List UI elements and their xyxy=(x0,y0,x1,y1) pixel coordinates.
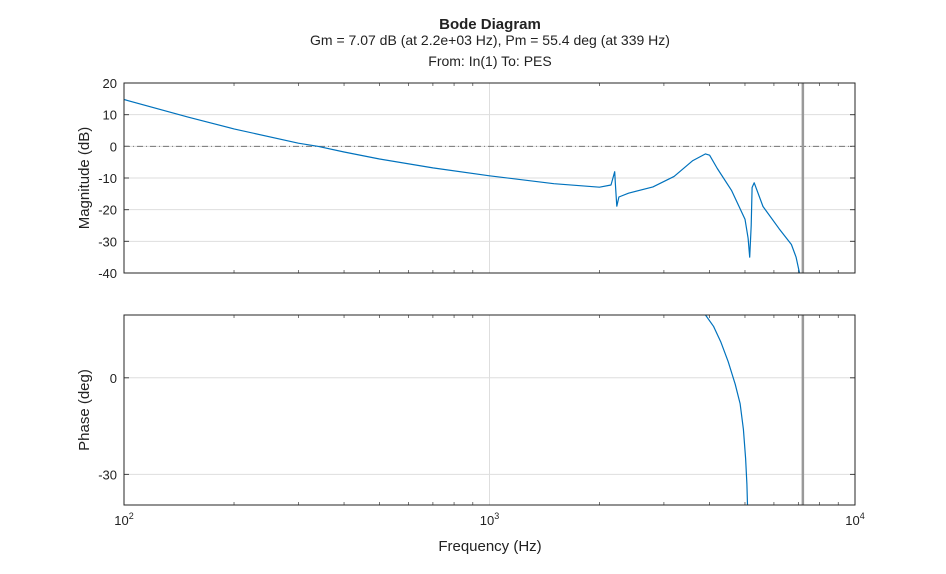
phase-series-line xyxy=(705,315,749,505)
y-tick-label: 10 xyxy=(103,108,117,123)
x-tick-label: 102 xyxy=(114,511,133,528)
magnitude-panel: 20 10 0 -10 -20 -30 -40 xyxy=(98,76,856,281)
y-tick-label: -30 xyxy=(98,234,117,249)
y-tick-label: -30 xyxy=(98,467,117,482)
magnitude-axes-box xyxy=(123,82,856,274)
phase-axes-box xyxy=(123,314,856,506)
phase-panel: 0 -30 xyxy=(98,314,856,506)
x-tick-label: 104 xyxy=(845,511,864,528)
y-tick-label: 0 xyxy=(110,139,117,154)
chart-title: Bode Diagram xyxy=(439,16,541,33)
x-tick-label: 103 xyxy=(480,511,499,528)
x-axis-label: Frequency (Hz) xyxy=(438,538,541,555)
io-label: From: In(1) To: PES xyxy=(428,53,551,69)
y-tick-label: -10 xyxy=(98,171,117,186)
magnitude-axis-label: Magnitude (dB) xyxy=(76,127,93,230)
y-tick-label: -40 xyxy=(98,266,117,281)
chart-subtitle: Gm = 7.07 dB (at 2.2e+03 Hz), Pm = 55.4 … xyxy=(310,32,670,48)
y-tick-label: -20 xyxy=(98,203,117,218)
phase-axis-label: Phase (deg) xyxy=(76,369,93,451)
y-tick-label: 20 xyxy=(103,76,117,91)
y-tick-label: 0 xyxy=(110,371,117,386)
magnitude-series-line xyxy=(124,98,801,273)
